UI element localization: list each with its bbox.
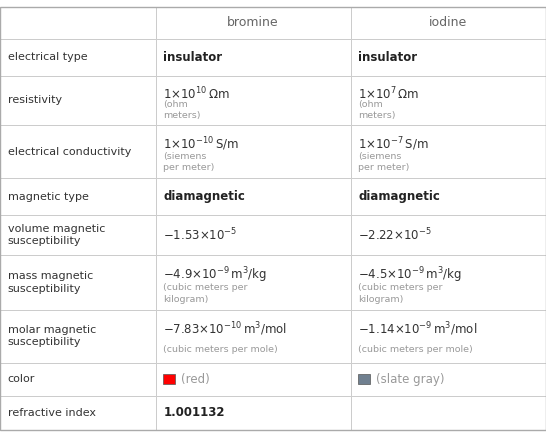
Text: insulator: insulator	[358, 51, 417, 64]
Bar	[156, 39, 351, 76]
Bar	[0, 363, 156, 396]
Text: (ohm
meters): (ohm meters)	[358, 100, 396, 120]
Bar	[163, 374, 175, 384]
Text: (siemens
per meter): (siemens per meter)	[358, 152, 410, 173]
Text: iodine: iodine	[429, 16, 467, 30]
Text: refractive index: refractive index	[8, 408, 96, 418]
Bar	[351, 39, 546, 76]
Text: insulator: insulator	[163, 51, 222, 64]
Bar	[0, 215, 156, 255]
Text: diamagnetic: diamagnetic	[358, 190, 440, 203]
Text: (cubic meters per
kilogram): (cubic meters per kilogram)	[163, 283, 248, 304]
Text: color: color	[8, 374, 35, 384]
Bar	[156, 363, 351, 396]
Text: (cubic meters per mole): (cubic meters per mole)	[358, 345, 473, 354]
Bar	[351, 310, 546, 363]
Bar	[156, 178, 351, 215]
Text: $-4.9{\times}10^{-9}\,\mathrm{m^3/kg}$: $-4.9{\times}10^{-9}\,\mathrm{m^3/kg}$	[163, 266, 268, 285]
Bar	[0, 76, 156, 125]
Text: (red): (red)	[181, 373, 210, 386]
Bar	[156, 215, 351, 255]
Bar	[0, 310, 156, 363]
Bar	[351, 178, 546, 215]
Bar	[156, 396, 351, 430]
Text: $-1.14{\times}10^{-9}\,\mathrm{m^3/mol}$: $-1.14{\times}10^{-9}\,\mathrm{m^3/mol}$	[358, 320, 477, 338]
Bar	[351, 7, 546, 39]
Bar	[0, 39, 156, 76]
Text: $-4.5{\times}10^{-9}\,\mathrm{m^3/kg}$: $-4.5{\times}10^{-9}\,\mathrm{m^3/kg}$	[358, 266, 462, 285]
Bar	[358, 374, 370, 384]
Bar	[351, 396, 546, 430]
Text: (siemens
per meter): (siemens per meter)	[163, 152, 215, 173]
Text: electrical conductivity: electrical conductivity	[8, 147, 131, 156]
Text: diamagnetic: diamagnetic	[163, 190, 245, 203]
Text: bromine: bromine	[227, 16, 279, 30]
Text: electrical type: electrical type	[8, 52, 87, 62]
Text: molar magnetic
susceptibility: molar magnetic susceptibility	[8, 325, 96, 347]
Bar	[0, 255, 156, 310]
Bar	[156, 7, 351, 39]
Bar	[351, 76, 546, 125]
Text: $-1.53{\times}10^{-5}$: $-1.53{\times}10^{-5}$	[163, 227, 238, 244]
Bar	[156, 310, 351, 363]
Bar	[351, 215, 546, 255]
Text: 1.001132: 1.001132	[163, 406, 225, 419]
Text: (slate gray): (slate gray)	[376, 373, 444, 386]
Bar	[0, 396, 156, 430]
Bar	[351, 125, 546, 178]
Text: (cubic meters per
kilogram): (cubic meters per kilogram)	[358, 283, 443, 304]
Bar	[351, 255, 546, 310]
Bar	[156, 255, 351, 310]
Bar	[156, 76, 351, 125]
Bar	[0, 178, 156, 215]
Text: volume magnetic
susceptibility: volume magnetic susceptibility	[8, 224, 105, 246]
Bar	[156, 125, 351, 178]
Text: resistivity: resistivity	[8, 95, 62, 105]
Bar	[0, 7, 156, 39]
Text: $1{\times}10^{-7}\,\mathrm{S/m}$: $1{\times}10^{-7}\,\mathrm{S/m}$	[358, 136, 429, 153]
Bar	[0, 125, 156, 178]
Bar	[351, 363, 546, 396]
Text: (ohm
meters): (ohm meters)	[163, 100, 201, 120]
Text: $1{\times}10^{7}\,\Omega\mathrm{m}$: $1{\times}10^{7}\,\Omega\mathrm{m}$	[358, 85, 419, 102]
Text: $-2.22{\times}10^{-5}$: $-2.22{\times}10^{-5}$	[358, 227, 432, 244]
Text: $1{\times}10^{-10}\,\mathrm{S/m}$: $1{\times}10^{-10}\,\mathrm{S/m}$	[163, 136, 239, 153]
Text: $-7.83{\times}10^{-10}\,\mathrm{m^3/mol}$: $-7.83{\times}10^{-10}\,\mathrm{m^3/mol}…	[163, 320, 287, 338]
Text: magnetic type: magnetic type	[8, 192, 88, 202]
Text: $1{\times}10^{10}\,\Omega\mathrm{m}$: $1{\times}10^{10}\,\Omega\mathrm{m}$	[163, 85, 230, 102]
Text: (cubic meters per mole): (cubic meters per mole)	[163, 345, 278, 354]
Text: mass magnetic
susceptibility: mass magnetic susceptibility	[8, 271, 93, 294]
